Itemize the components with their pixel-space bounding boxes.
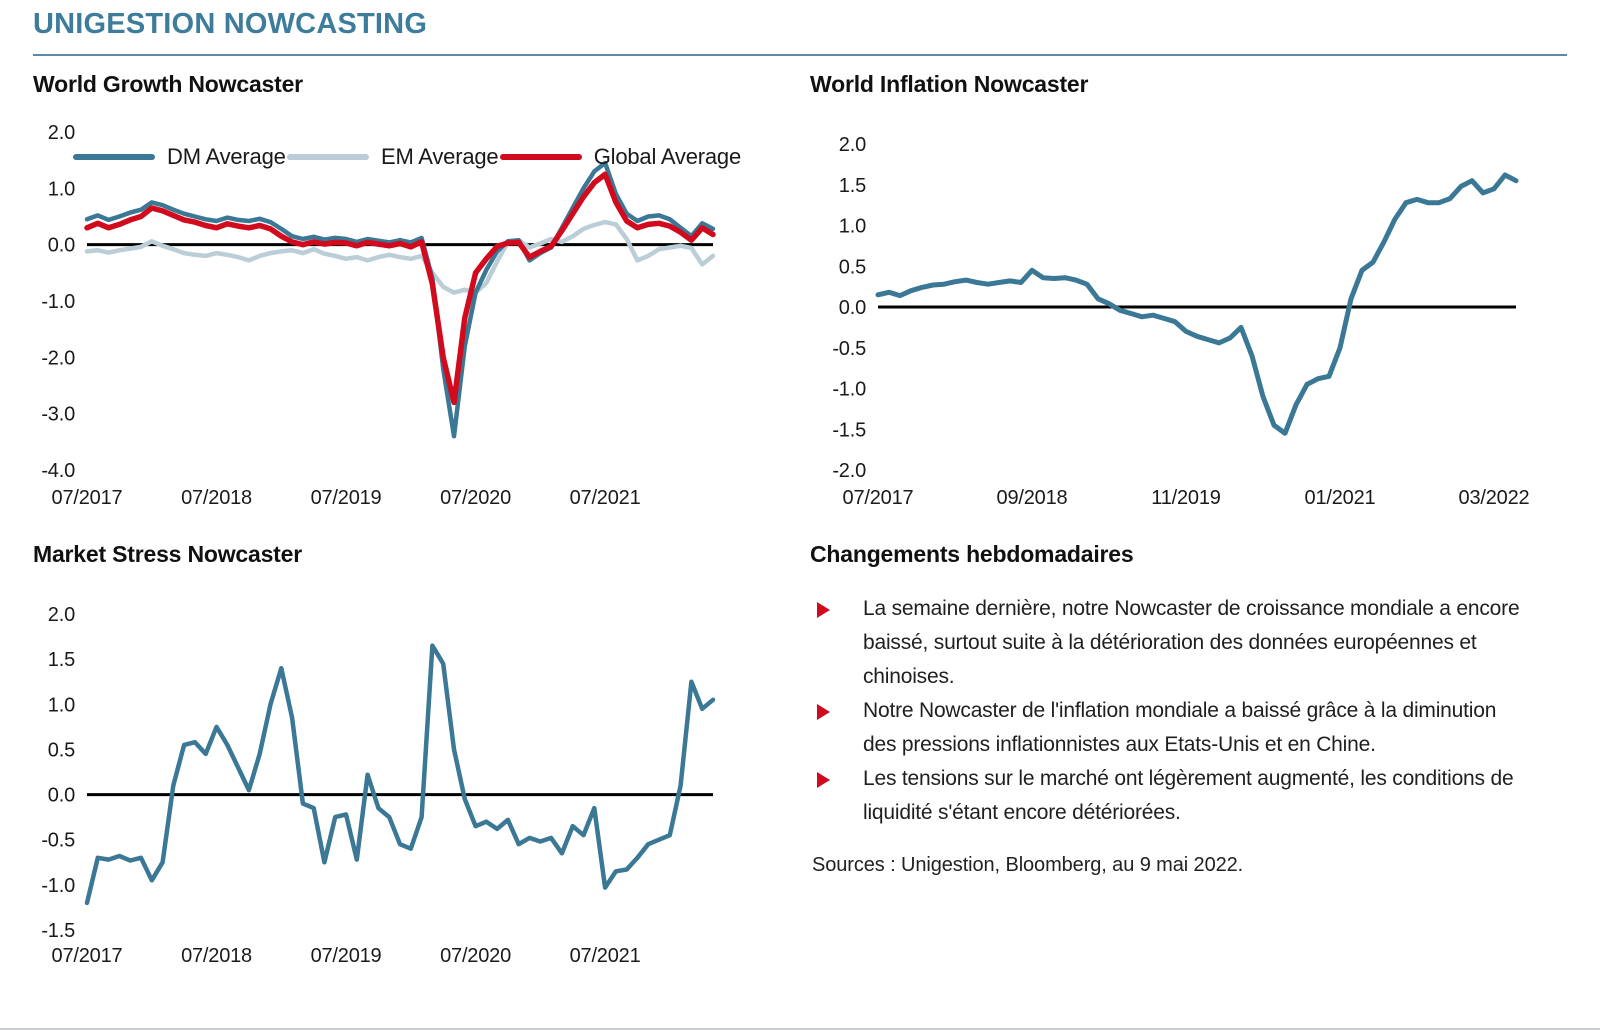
sources-note: Sources : Unigestion, Bloomberg, au 9 ma… bbox=[812, 854, 1244, 876]
y-tick-label: -1.0 bbox=[832, 379, 866, 401]
x-tick-label: 07/2021 bbox=[570, 487, 641, 509]
inflation-chart-section: World Inflation Nowcaster 2.0 1.5 1.0 0.5 0.… bbox=[810, 70, 1580, 516]
y-tick-label: 0.5 bbox=[48, 739, 75, 761]
x-tick-label: 07/2021 bbox=[570, 945, 641, 967]
y-tick-label: 2.0 bbox=[839, 134, 866, 156]
x-tick-label: 07/2018 bbox=[181, 945, 252, 967]
y-tick-label: -0.5 bbox=[41, 830, 75, 852]
weekly-changes-section: Changements hebdomadaires La semaine der… bbox=[810, 540, 1580, 877]
weekly-changes-title: Changements hebdomadaires bbox=[810, 541, 1134, 567]
growth-chart-legend: DM Average EM Average Global Average bbox=[73, 144, 741, 170]
page-title: UNIGESTION NOWCASTING bbox=[33, 8, 428, 40]
em-average-line bbox=[84, 219, 716, 295]
y-tick-label: -3.0 bbox=[41, 404, 75, 426]
growth-chart: 2.0 1.0 0.0 -1.0 -2.0 -3.0 -4.0 07/2017 07/2018 0… bbox=[41, 122, 716, 509]
y-tick-label: 1.5 bbox=[839, 175, 866, 197]
weekly-change-text: La semaine dernière, notre Nowcaster de … bbox=[863, 597, 1520, 688]
x-tick-label: 07/2017 bbox=[843, 487, 914, 509]
growth-chart-section: World Growth Nowcaster 2.0 1.0 0.0 -1.0 -2.0… bbox=[33, 70, 773, 516]
x-tick-label: 03/2022 bbox=[1459, 487, 1530, 509]
global-average-legend-label: Global Average bbox=[593, 144, 741, 169]
weekly-change-item: La semaine dernière, notre Nowcaster de … bbox=[810, 592, 1580, 694]
y-tick-label: 1.0 bbox=[839, 216, 866, 238]
y-tick-label: 1.0 bbox=[48, 694, 75, 716]
y-tick-label: -2.0 bbox=[832, 460, 866, 482]
weekly-change-item: Notre Nowcaster de l'inflation mondiale … bbox=[810, 694, 1580, 762]
weekly-change-text: Les tensions sur le marché ont légèremen… bbox=[863, 767, 1514, 824]
stress-chart-section: Market Stress Nowcaster 2.0 1.5 1.0 0.5 0.0 -… bbox=[33, 540, 773, 974]
y-tick-label: -1.0 bbox=[41, 875, 75, 897]
em-average-legend-label: EM Average bbox=[380, 144, 499, 169]
world-inflation-nowcaster-line bbox=[875, 172, 1519, 436]
y-tick-label: 0.0 bbox=[839, 297, 866, 319]
bullet-triangle-icon bbox=[817, 772, 830, 788]
global-average-swatch-icon bbox=[499, 154, 582, 160]
header-rule bbox=[33, 54, 1567, 56]
y-tick-label: -1.0 bbox=[41, 291, 75, 313]
inflation-chart-title: World Inflation Nowcaster bbox=[810, 71, 1089, 97]
dm-average-line bbox=[84, 160, 716, 439]
y-tick-label: 2.0 bbox=[48, 122, 75, 144]
x-tick-label: 09/2018 bbox=[997, 487, 1068, 509]
y-tick-label: -4.0 bbox=[41, 460, 75, 482]
growth-chart-title: World Growth Nowcaster bbox=[33, 71, 303, 97]
bullet-triangle-icon bbox=[817, 602, 830, 618]
weekly-change-item: Les tensions sur le marché ont légèremen… bbox=[810, 762, 1580, 830]
dm-average-swatch-icon bbox=[73, 154, 155, 160]
x-tick-label: 07/2017 bbox=[52, 487, 123, 509]
global-average-line bbox=[84, 171, 716, 406]
weekly-changes-list: La semaine dernière, notre Nowcaster de … bbox=[810, 592, 1580, 830]
y-tick-label: 1.0 bbox=[48, 178, 75, 200]
x-tick-label: 07/2019 bbox=[311, 945, 382, 967]
y-tick-label: -0.5 bbox=[832, 338, 866, 360]
bullet-triangle-icon bbox=[817, 704, 830, 720]
stress-chart-title: Market Stress Nowcaster bbox=[33, 541, 302, 567]
legend-item-dm-average: DM Average bbox=[73, 144, 286, 170]
legend-item-em-average: EM Average bbox=[286, 144, 499, 170]
x-tick-label: 01/2021 bbox=[1305, 487, 1376, 509]
x-tick-label: 07/2020 bbox=[440, 487, 511, 509]
y-tick-label: 2.0 bbox=[48, 604, 75, 626]
y-tick-label: 0.0 bbox=[48, 785, 75, 807]
inflation-chart: 2.0 1.5 1.0 0.5 0.0 -0.5 -1.0 -1.5 -2.0 07/2017 09… bbox=[832, 134, 1530, 509]
weekly-change-text: Notre Nowcaster de l'inflation mondiale … bbox=[863, 699, 1497, 756]
x-tick-label: 07/2018 bbox=[181, 487, 252, 509]
em-average-swatch-icon bbox=[286, 154, 369, 160]
x-tick-label: 07/2017 bbox=[52, 945, 123, 967]
y-tick-label: 0.5 bbox=[839, 256, 866, 278]
y-tick-label: -2.0 bbox=[41, 347, 75, 369]
y-tick-label: 0.0 bbox=[48, 235, 75, 257]
x-tick-label: 07/2019 bbox=[311, 487, 382, 509]
y-tick-label: 1.5 bbox=[48, 649, 75, 671]
dm-average-legend-label: DM Average bbox=[167, 144, 286, 169]
market-stress-nowcaster-line bbox=[84, 643, 716, 906]
legend-item-global-average: Global Average bbox=[499, 144, 741, 170]
x-tick-label: 07/2020 bbox=[440, 945, 511, 967]
x-tick-label: 11/2019 bbox=[1151, 487, 1220, 509]
page-bottom-divider bbox=[0, 1028, 1600, 1030]
y-tick-label: -1.5 bbox=[41, 920, 75, 942]
y-tick-label: -1.5 bbox=[832, 419, 866, 441]
stress-chart: 2.0 1.5 1.0 0.5 0.0 -0.5 -1.0 -1.5 07/2017 07/201… bbox=[41, 604, 716, 967]
